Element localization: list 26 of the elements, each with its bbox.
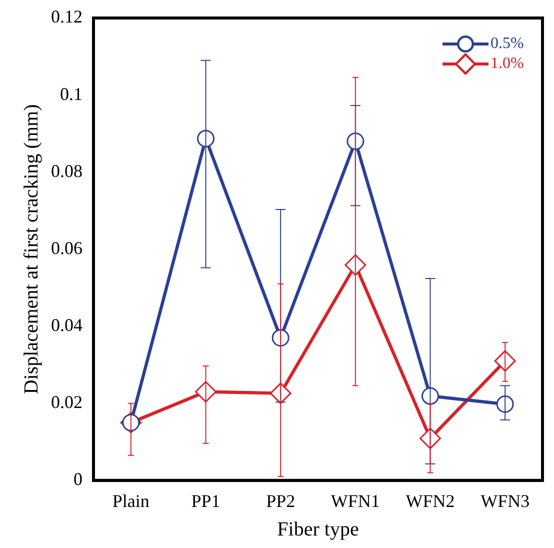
x-tick-label: WFN3 [480,490,530,511]
point [344,254,366,276]
x-tick-label: WFN2 [406,490,455,511]
y-tick-label: 0.08 [51,160,82,181]
y-tick-label: 0.12 [51,6,82,27]
point [195,381,216,403]
point [272,329,290,347]
legend-label: 0.5% [490,35,524,52]
x-tick-label: WFN1 [330,490,380,511]
y-tick-label: 0.02 [51,392,82,412]
x-tick-label: Plain [112,490,150,511]
y-tick-label: 0.1 [60,84,82,104]
y-tick-label: 0.04 [51,315,82,335]
legend-label: 1.0% [490,55,524,72]
x-tick-label: PP2 [266,490,296,511]
point [197,130,214,148]
point [420,428,441,450]
y-axis-title: Displacement at first cracking (mm) [20,104,42,394]
y-tick-label: 0.06 [51,238,82,258]
x-tick-label: PP1 [191,490,220,511]
point [422,387,439,405]
point [346,132,364,150]
point [494,350,516,372]
x-axis-title: Fiber type [277,518,359,540]
point [496,395,514,413]
y-tick-label: 0 [74,469,82,490]
